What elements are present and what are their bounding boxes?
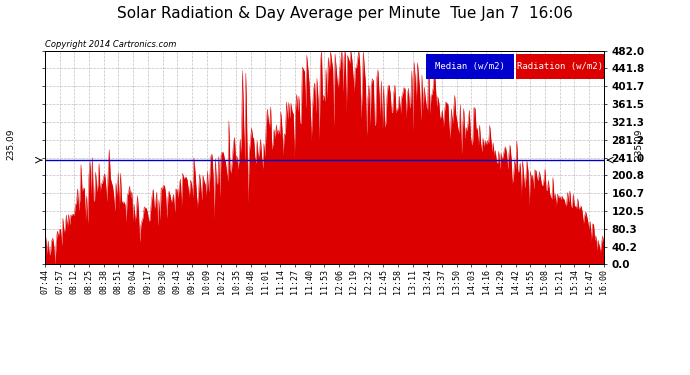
Text: Median (w/m2): Median (w/m2) — [435, 62, 505, 71]
Text: 235.09: 235.09 — [634, 129, 643, 160]
Text: 235.09: 235.09 — [6, 129, 15, 160]
Text: Copyright 2014 Cartronics.com: Copyright 2014 Cartronics.com — [45, 40, 176, 49]
Text: Radiation (w/m2): Radiation (w/m2) — [517, 62, 603, 71]
Text: Solar Radiation & Day Average per Minute  Tue Jan 7  16:06: Solar Radiation & Day Average per Minute… — [117, 6, 573, 21]
